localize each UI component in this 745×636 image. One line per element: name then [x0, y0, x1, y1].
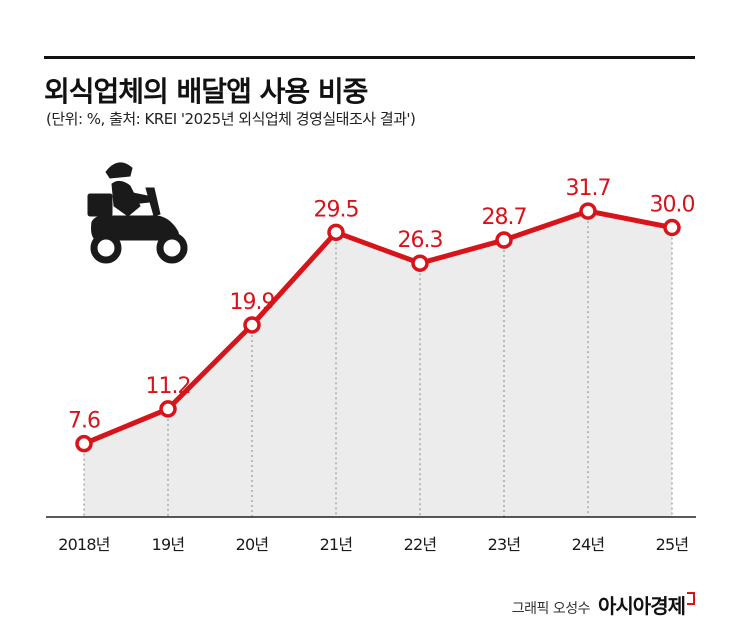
delivery-scooter-icon: [87, 162, 188, 264]
credit: 그래픽 오성수 아시아경제: [512, 590, 695, 619]
data-point-6: [579, 202, 597, 220]
data-point-3: [327, 223, 345, 242]
x-tick-label-3: 21년: [320, 535, 353, 554]
x-tick-label-1: 19년: [152, 535, 185, 554]
series-line: [81, 208, 675, 447]
x-axis-ticks: 2018년 19년 20년 21년 22년 23년 24년 25년: [58, 535, 689, 554]
brand-mark-icon: [687, 592, 695, 605]
area-fill: [84, 211, 672, 517]
chart-subtitle: (단위: %, 출처: KREI '2025년 외식업체 경영실태조사 결과'): [46, 110, 416, 128]
brand-logo: 아시아경제: [598, 590, 695, 619]
data-label-0: 7.6: [68, 409, 100, 434]
series-line-path: [81, 208, 675, 447]
brand-name: 아시아경제: [598, 594, 686, 618]
x-tick-label-4: 22년: [404, 535, 437, 554]
data-point-5: [495, 231, 513, 249]
x-tick-label-5: 23년: [488, 535, 521, 554]
data-label-5: 28.7: [482, 205, 527, 230]
data-label-3: 29.5: [314, 197, 359, 222]
data-label-7: 30.0: [650, 193, 695, 218]
data-point-4: [411, 254, 429, 272]
data-points: [75, 202, 681, 453]
x-tick-label-6: 24년: [572, 535, 605, 554]
data-label-6: 31.7: [566, 176, 611, 201]
area-layer: [84, 211, 672, 517]
data-labels: 7.6 11.2 19.9 29.5 26.3 28.7 31.7 30.0: [68, 176, 695, 434]
x-tick-label-7: 25년: [656, 535, 689, 554]
x-tick-label-0: 2018년: [58, 535, 110, 554]
top-rule: [44, 56, 695, 59]
data-point-2: [243, 316, 261, 334]
data-point-1: [159, 400, 177, 418]
credit-text: 그래픽 오성수: [511, 601, 591, 617]
chart-title: 외식업체의 배달앱 사용 비중: [44, 75, 368, 108]
data-point-7: [663, 218, 681, 237]
data-label-1: 11.2: [146, 374, 191, 399]
data-label-2: 19.9: [230, 290, 275, 315]
drop-lines: [83, 211, 673, 517]
x-tick-label-2: 20년: [236, 535, 269, 554]
data-point-0: [75, 434, 93, 453]
data-label-4: 26.3: [398, 228, 443, 253]
